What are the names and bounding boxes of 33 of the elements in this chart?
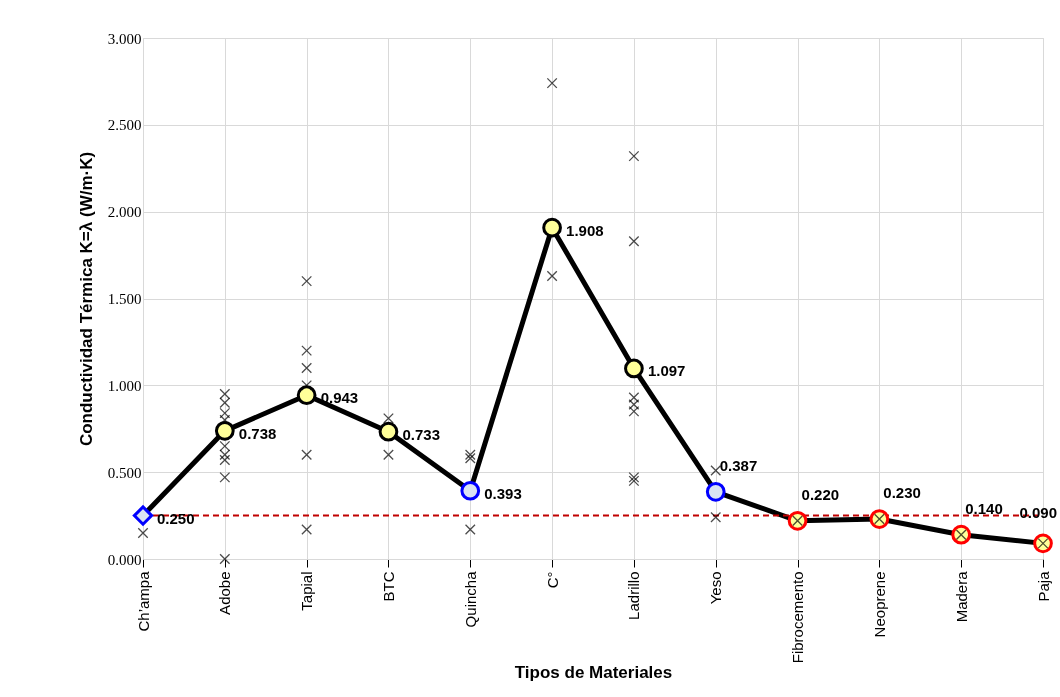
x-tick-label: Fibrocemento — [789, 571, 807, 664]
data-label: 0.230 — [883, 484, 921, 502]
y-tick-label: 2.000 — [107, 204, 142, 221]
x-tick-label: Adobe — [216, 571, 234, 615]
x-axis-title: Tipos de Materiales — [514, 663, 673, 683]
y-tick-label: 0.000 — [107, 551, 142, 568]
data-label: 0.220 — [801, 485, 840, 503]
data-label: 0.738 — [238, 424, 277, 442]
data-label: 0.733 — [402, 425, 440, 443]
x-tick-label: Ch’ampa — [134, 570, 152, 632]
x-tick-label: Paja — [1034, 570, 1052, 602]
data-label: 0.090 — [1019, 504, 1057, 522]
y-tick-label: 0.500 — [107, 464, 142, 481]
data-label: 0.387 — [719, 456, 758, 474]
x-tick-label: BTC — [379, 571, 397, 602]
y-tick-label: 2.500 — [107, 117, 142, 134]
data-label: 0.943 — [320, 389, 359, 407]
y-tick-label: 3.000 — [107, 30, 142, 47]
y-tick-label: 1.500 — [107, 291, 142, 307]
data-label: 0.393 — [484, 484, 522, 502]
data-label: 1.097 — [647, 362, 686, 380]
x-tick-label: Neoprene — [870, 571, 888, 638]
x-tick-label: Madera — [952, 570, 970, 623]
x-tick-label: Quincha — [461, 570, 479, 628]
x-tick-label: Tapial — [298, 571, 316, 611]
data-label: 1.908 — [566, 221, 604, 239]
x-tick-label: Ladrillo — [625, 571, 643, 620]
y-tick-label: 1.000 — [107, 377, 142, 394]
x-tick-label: C° — [543, 571, 561, 589]
data-label: 0.140 — [965, 499, 1003, 517]
y-axis-title: Conductividad Térmica K=λ (W/m·K) — [76, 151, 96, 447]
x-tick-label: Yeso — [707, 571, 725, 605]
data-label: 0.250 — [157, 509, 195, 527]
